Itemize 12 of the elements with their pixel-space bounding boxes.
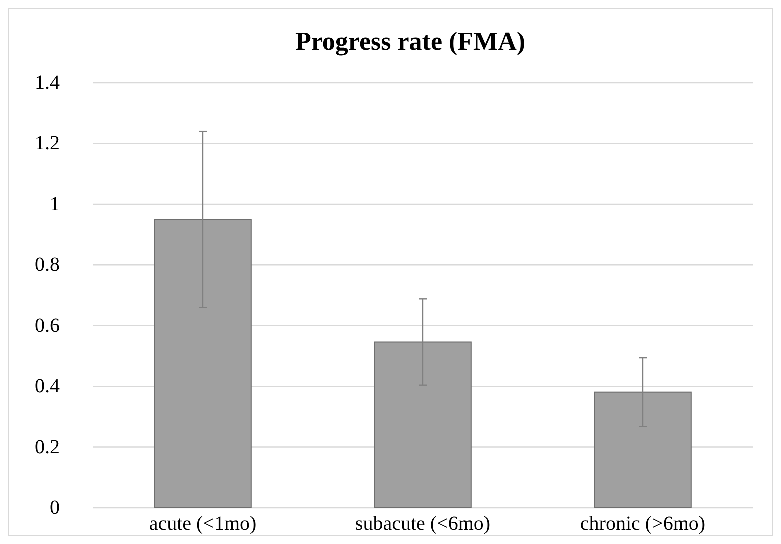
y-tick-label: 1.4 xyxy=(35,72,60,94)
y-tick-label: 0.8 xyxy=(35,254,60,276)
y-tick-label: 0.6 xyxy=(35,314,60,337)
x-tick-label: acute (<1mo) xyxy=(149,513,257,535)
y-tick-label: 0.2 xyxy=(35,436,60,458)
x-tick-label: chronic (>6mo) xyxy=(580,513,706,535)
y-tick-label: 0 xyxy=(50,497,60,519)
x-tick-label: subacute (<6mo) xyxy=(355,513,491,535)
chart-title: Progress rate (FMA) xyxy=(295,27,526,56)
y-tick-label: 0.4 xyxy=(35,376,60,398)
y-tick-label: 1 xyxy=(50,193,60,216)
y-tick-label: 1.2 xyxy=(35,132,60,155)
